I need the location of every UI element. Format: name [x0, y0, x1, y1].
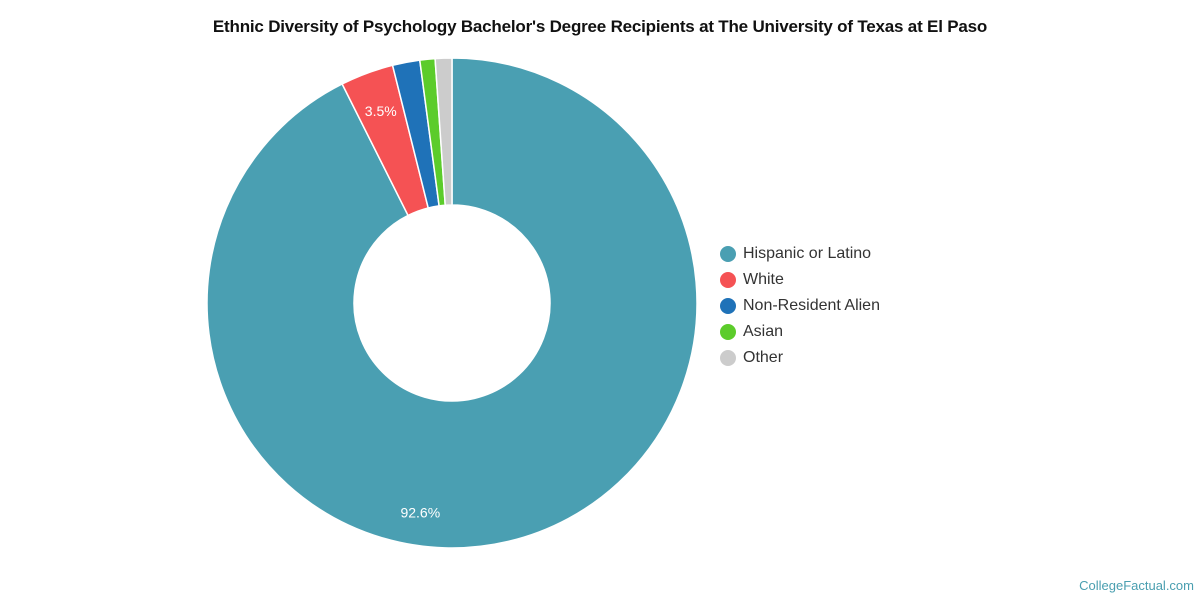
legend-swatch-icon [720, 350, 736, 366]
legend-item-hispanic[interactable]: Hispanic or Latino [720, 241, 880, 267]
donut-slices [206, 57, 698, 549]
slice-hispanic-or-latino[interactable] [206, 57, 698, 549]
legend-item-white[interactable]: White [720, 267, 880, 293]
legend-item-asian[interactable]: Asian [720, 319, 880, 345]
slice-label: 92.6% [400, 505, 440, 521]
slice-label: 3.5% [365, 103, 397, 119]
chart-title: Ethnic Diversity of Psychology Bachelor'… [212, 17, 988, 36]
legend-label: Asian [743, 323, 784, 340]
legend-item-other[interactable]: Other [720, 345, 880, 371]
legend-label: Other [743, 349, 784, 366]
legend-item-non-resident-alien[interactable]: Non-Resident Alien [720, 293, 880, 319]
legend: Hispanic or Latino White Non-Resident Al… [720, 241, 880, 371]
legend-swatch-icon [720, 324, 736, 340]
legend-label: White [743, 271, 784, 288]
legend-swatch-icon [720, 272, 736, 288]
legend-swatch-icon [720, 246, 736, 262]
source-credit-link[interactable]: CollegeFactual.com [1079, 578, 1194, 593]
slice-labels: 92.6% 3.5% [365, 103, 440, 521]
slice-other[interactable] [434, 57, 453, 207]
legend-label: Hispanic or Latino [743, 245, 872, 262]
legend-label: Non-Resident Alien [743, 297, 880, 314]
legend-swatch-icon [720, 298, 736, 314]
